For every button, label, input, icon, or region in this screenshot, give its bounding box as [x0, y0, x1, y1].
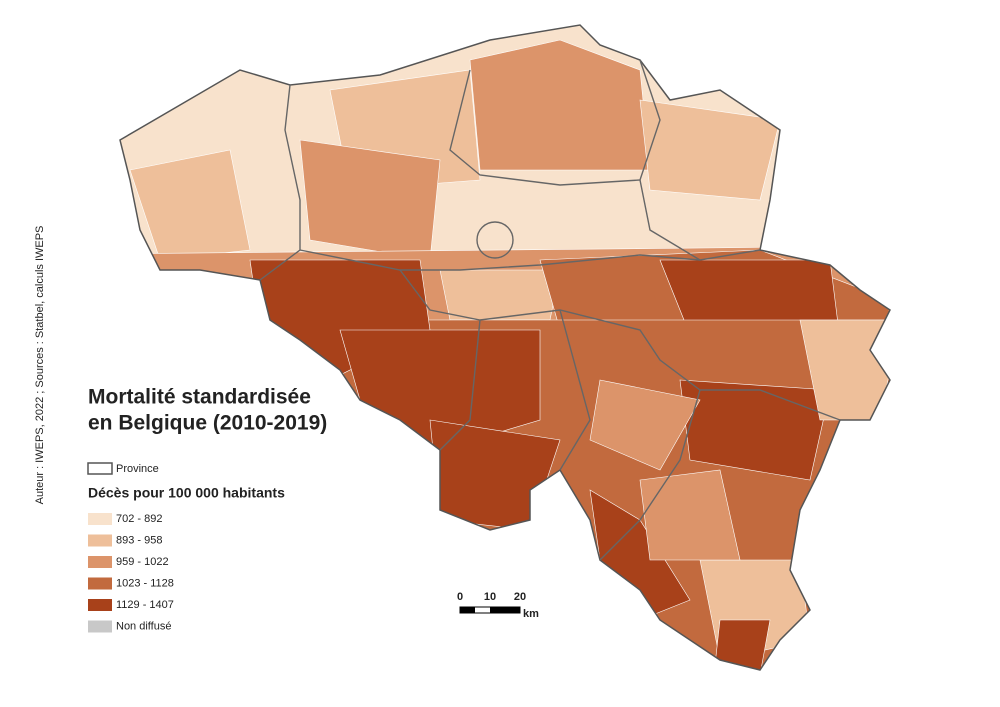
legend-label: 1129 - 1407: [116, 599, 174, 611]
legend-swatch: [88, 577, 112, 590]
region: [589, 489, 691, 621]
region: [639, 469, 741, 561]
region: [299, 139, 441, 261]
region: [714, 619, 771, 670]
legend-label: 893 - 958: [116, 534, 162, 546]
region: [589, 379, 701, 471]
scale-unit: km: [523, 608, 539, 620]
legend-label: Non diffusé: [116, 620, 171, 632]
province-borders: [259, 59, 841, 561]
region: [679, 379, 831, 481]
legend-swatch: [88, 599, 112, 611]
scale-segment: [490, 607, 520, 613]
scale-bar: 0 10 20 km: [457, 591, 539, 620]
scale-label: 10: [484, 591, 496, 603]
legend-swatch: [88, 534, 112, 547]
country-outline: [119, 24, 891, 671]
title-line: Mortalité standardisée: [88, 386, 311, 409]
legend-label: 702 - 892: [116, 513, 162, 525]
legend-heading: Décès pour 100 000 habitants: [88, 485, 285, 501]
scale-label: 20: [514, 591, 526, 603]
region: [639, 99, 781, 201]
legend-label: 1023 - 1128: [116, 577, 174, 589]
province-swatch: [87, 462, 113, 475]
legend-swatch: [88, 556, 112, 568]
region: [129, 149, 251, 261]
credit: Auteur : IWEPS, 2022 ; Sources : Statbel…: [34, 226, 46, 505]
title-line: en Belgique (2010-2019): [88, 412, 327, 435]
legend-label: Province: [116, 463, 159, 475]
scale-label: 0: [457, 591, 463, 603]
legend: 702 - 892 893 - 958 959 - 1022 1023 - 1128 1…: [88, 513, 174, 633]
legend-label: 959 - 1022: [116, 556, 169, 568]
scale-segment: [460, 607, 475, 613]
legend-swatch: [88, 513, 112, 525]
legend-swatch: [88, 620, 112, 633]
